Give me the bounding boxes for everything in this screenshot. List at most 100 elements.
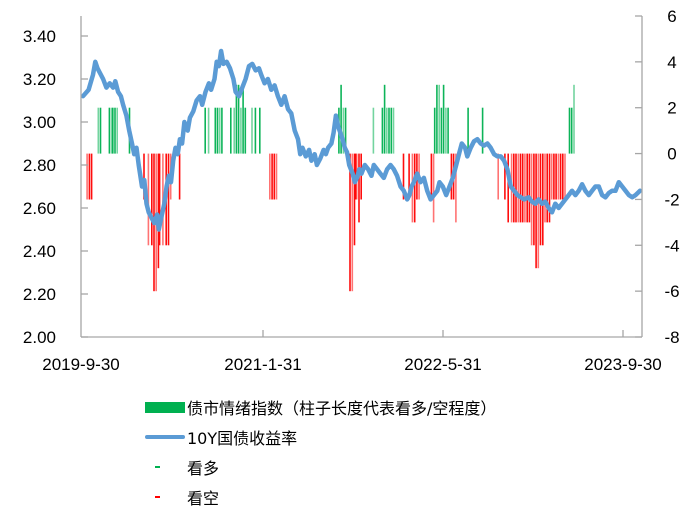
bullish-bar xyxy=(383,84,386,154)
bullish-bar xyxy=(237,84,240,154)
bearish-bar xyxy=(559,153,562,200)
bullish-bar xyxy=(244,107,247,154)
bearish-bar xyxy=(455,153,457,223)
yield-line xyxy=(80,48,643,232)
bearish-bar xyxy=(507,153,509,223)
bearish-bar xyxy=(88,153,91,200)
bearish-bar xyxy=(521,153,524,223)
bearish-bar xyxy=(143,153,145,200)
bearish-bar xyxy=(360,153,362,200)
bearish-bar xyxy=(524,153,526,223)
bearish-bar xyxy=(413,153,416,223)
bullish-bar xyxy=(386,107,388,154)
green-bar-swatch-icon xyxy=(145,401,185,413)
bullish-bar xyxy=(108,107,111,154)
legend-item-bullish: 看多 xyxy=(145,452,496,482)
red-dash-icon xyxy=(145,496,185,498)
bullish-bar xyxy=(114,107,116,154)
bullish-bar xyxy=(216,107,219,154)
bullish-bar xyxy=(440,107,443,154)
right-tick-label: -4 xyxy=(664,236,679,255)
bearish-bar xyxy=(351,153,354,292)
bearish-bar xyxy=(349,153,351,292)
bearish-bar xyxy=(147,153,150,246)
bearish-bar xyxy=(562,153,564,200)
bearish-bar xyxy=(533,153,535,246)
x-axis-labels: 2019-9-30 2021-1-31 2022-5-31 2023-9-30 xyxy=(42,355,662,374)
bearish-bar xyxy=(275,153,278,200)
legend-label: 10Y国债收益率 xyxy=(187,429,298,448)
bearish-bar xyxy=(86,153,88,200)
bearish-bar xyxy=(553,153,555,200)
left-axis-labels: 2.00 2.20 2.40 2.60 2.80 3.00 3.20 3.40 xyxy=(23,27,56,347)
axes xyxy=(80,15,643,338)
bullish-bar xyxy=(254,107,257,154)
bullish-bar xyxy=(342,107,345,154)
bearish-bar xyxy=(528,153,531,223)
bearish-bar xyxy=(550,153,553,200)
bullish-bar xyxy=(207,107,210,154)
bearish-bar xyxy=(157,153,160,269)
bearish-bar xyxy=(497,153,499,200)
bullish-bar xyxy=(251,107,253,154)
left-tick-label: 2.40 xyxy=(23,242,56,261)
bearish-bar xyxy=(546,153,548,223)
bullish-bar xyxy=(116,107,118,154)
left-tick-label: 3.40 xyxy=(23,27,56,46)
bullish-bar xyxy=(570,107,573,154)
bullish-bar xyxy=(214,107,217,154)
bullish-bar xyxy=(388,107,390,154)
bullish-bar xyxy=(392,107,395,154)
bullish-bar xyxy=(433,107,436,154)
bearish-bar xyxy=(515,153,517,223)
bearish-bar xyxy=(178,153,181,200)
bullish-bar xyxy=(568,107,571,154)
bullish-bar xyxy=(97,107,100,154)
bullish-bar xyxy=(344,107,347,154)
bullish-bar xyxy=(481,107,484,154)
bearish-bar xyxy=(526,153,528,223)
bullish-bar xyxy=(372,107,375,154)
bearish-bar xyxy=(271,153,273,200)
left-tick-label: 2.20 xyxy=(23,285,56,304)
bearish-bar xyxy=(358,153,360,223)
right-tick-label: 4 xyxy=(667,53,676,72)
bearish-bar xyxy=(432,153,435,223)
right-tick-label: 2 xyxy=(667,99,676,118)
bullish-bar xyxy=(381,107,384,154)
bearish-bar xyxy=(564,153,566,200)
bullish-bar xyxy=(573,84,575,154)
bearish-bar xyxy=(557,153,560,200)
bearish-bar xyxy=(273,153,276,200)
bullish-bar xyxy=(218,107,221,154)
legend-item-bearish: 看空 xyxy=(145,482,496,512)
bullish-bar xyxy=(390,107,393,154)
bullish-bar xyxy=(436,84,438,154)
left-tick-label: 2.80 xyxy=(23,156,56,175)
left-tick-label: 3.00 xyxy=(23,113,56,132)
bullish-bar xyxy=(221,107,223,154)
green-dash-icon xyxy=(145,466,185,468)
bullish-bar xyxy=(112,107,114,154)
legend-label: 看空 xyxy=(187,489,220,508)
left-tick-label: 3.20 xyxy=(23,70,56,89)
bearish-bar xyxy=(542,153,544,246)
bearish-bar xyxy=(517,153,520,223)
legend-item-10y-yield: 10Y国债收益率 xyxy=(145,422,496,452)
x-tick-label: 2019-9-30 xyxy=(42,355,120,374)
right-tick-label: 6 xyxy=(667,7,676,26)
right-tick-label: -6 xyxy=(664,282,679,301)
bullish-bar xyxy=(259,107,261,154)
bearish-bar xyxy=(504,153,506,200)
bearish-bar xyxy=(548,153,551,223)
bullish-bar xyxy=(242,84,244,154)
bullish-bar xyxy=(240,107,242,154)
bullish-bar xyxy=(340,84,342,154)
legend-label: 债市情绪指数（柱子长度代表看多/空程度） xyxy=(187,399,497,418)
legend-label: 看多 xyxy=(187,459,220,478)
bearish-bar xyxy=(544,153,546,223)
bearish-bar xyxy=(430,153,433,200)
bearish-bar xyxy=(151,153,153,246)
right-tick-label: 0 xyxy=(667,145,676,164)
bullish-bar xyxy=(447,107,449,154)
